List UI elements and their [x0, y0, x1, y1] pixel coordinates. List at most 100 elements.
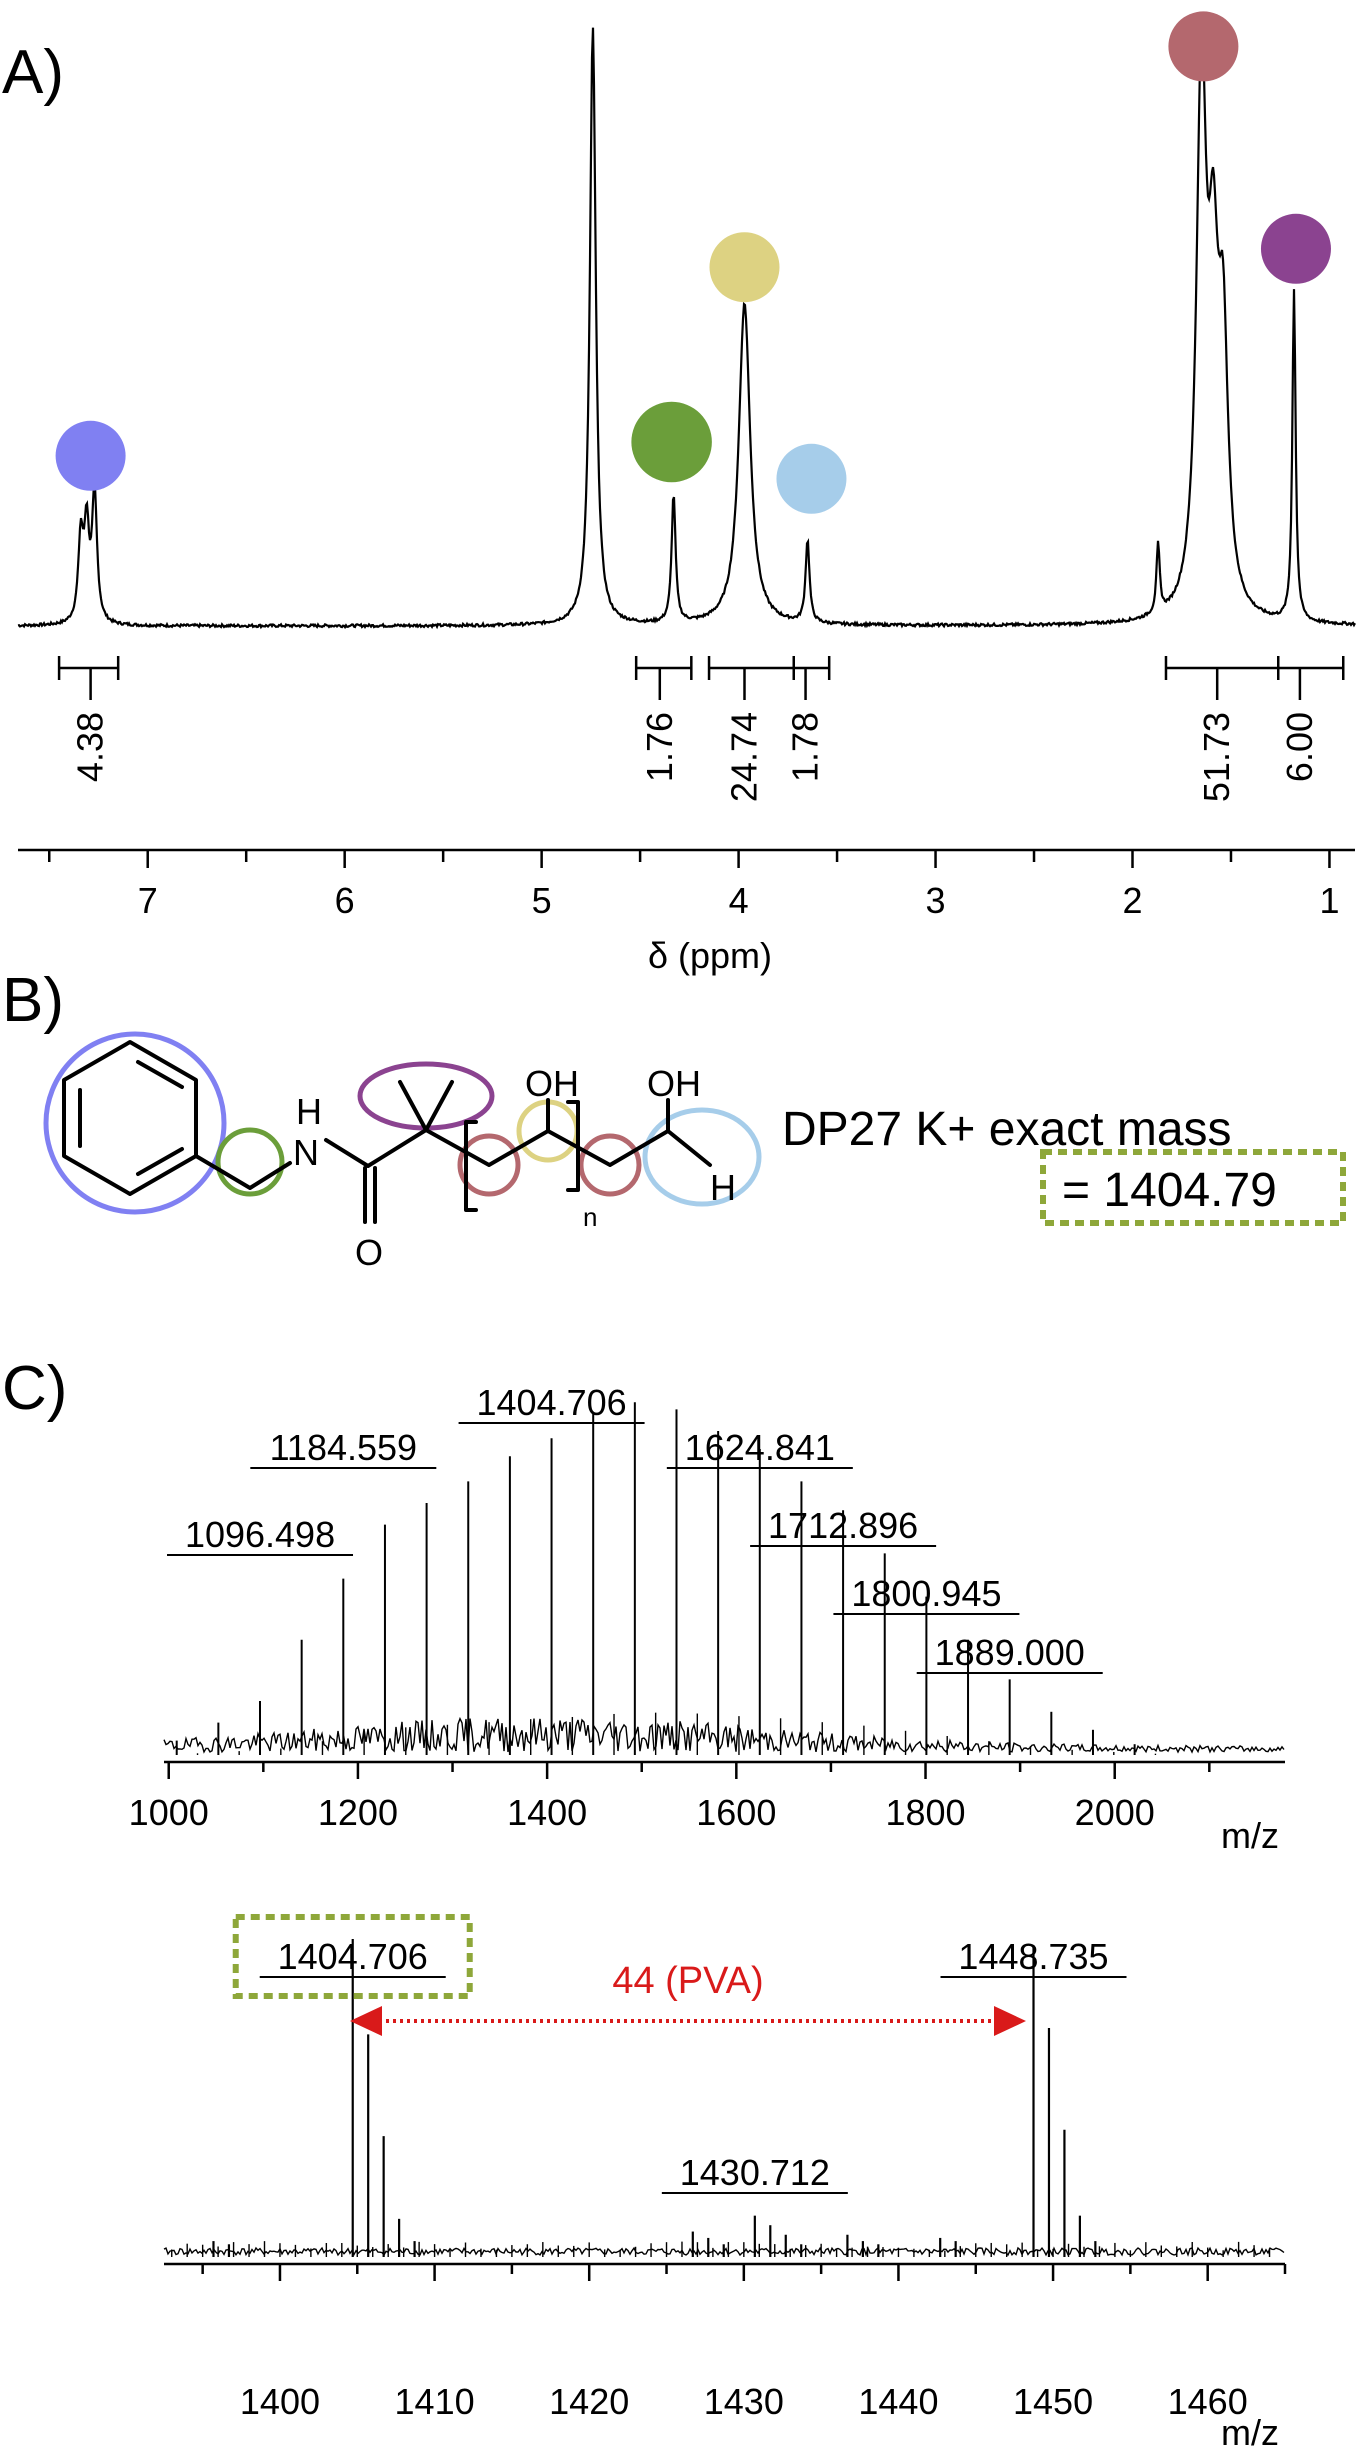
nmr-tick-label-4: 4: [729, 880, 749, 921]
marker-ch-oh: [709, 232, 780, 303]
highlight-phenyl: [43, 1031, 227, 1215]
ms-overview-tick-label-1000: 1000: [129, 1792, 209, 1833]
integral-label-3: 1.78: [785, 712, 826, 782]
ms-zoom-tick-label-1410: 1410: [395, 2381, 475, 2422]
amide-h-label: H: [296, 1091, 322, 1132]
ms-zoom-peaks: [171, 1939, 1271, 2257]
ms-zoom-x-axis-label: m/z: [1221, 2412, 1279, 2449]
integral-label-5: 6.00: [1279, 712, 1320, 782]
marker-backbone-ch2: [1168, 11, 1239, 82]
ms-zoom-chart: 1404.706 1430.712 1448.735 1400 1410 1420 143…: [163, 1914, 1287, 2449]
nmr-spectrum-chart: 4.38 1.76 24.74 1.78 51.73 6.00 7 6 5 4 3 2 1 δ (pp…: [17, 11, 1356, 976]
svg-text:1624.841: 1624.841: [685, 1427, 835, 1468]
integral-1: 1.76: [634, 656, 693, 782]
ms-overview-peak-labels: 1096.498 1184.559 1404.706 1624.841 1712.896…: [167, 1382, 1103, 1674]
exact-mass-box: [1040, 1149, 1346, 1226]
ms-overview-x-axis-label: m/z: [1221, 1815, 1279, 1856]
highlight-ch2-2: [578, 1133, 642, 1197]
marker-benzylic-ch2: [631, 401, 712, 483]
integral-3: 1.78: [785, 656, 831, 782]
ms-zoom-tick-label-1400: 1400: [240, 2381, 320, 2422]
oh-label-2: OH: [647, 1063, 701, 1104]
ms-zoom-label-0: 1404.706: [232, 1914, 473, 1999]
benzene-double-3: [136, 1147, 184, 1176]
structure-labels: H N O OH OH H n DP27 K+ exact mass = 140…: [293, 1063, 1346, 1273]
integral-label-2: 24.74: [723, 712, 764, 802]
svg-text:1889.000: 1889.000: [935, 1632, 1085, 1673]
ms-overview-noise: [163, 1716, 1285, 1754]
ms-overview-x-ticks: 1000 1200 1400 1600 1800 2000: [129, 1762, 1211, 1833]
repeat-n-label: n: [583, 1202, 597, 1232]
ms-overview-label-0: 1096.498: [167, 1514, 354, 1556]
chemical-structure: [43, 1031, 762, 1224]
integral-label-1: 1.76: [639, 712, 680, 782]
pva-annotation: 44 (PVA): [612, 1960, 763, 2002]
exact-mass-value: = 1404.79: [1062, 1164, 1277, 1217]
nmr-tick-label-6: 6: [335, 880, 355, 921]
integral-label-4: 51.73: [1196, 712, 1237, 802]
nmr-tick-label-1: 1: [1319, 880, 1339, 921]
ms-zoom-label-1: 1430.712: [661, 2152, 848, 2194]
ms-zoom-label-box: [232, 1914, 473, 1999]
ms-overview-tick-label-1200: 1200: [318, 1792, 398, 1833]
svg-text:1712.896: 1712.896: [768, 1505, 918, 1546]
nmr-tick-label-5: 5: [532, 880, 552, 921]
highlight-ch2oh: [642, 1107, 762, 1207]
highlight-dimethyl: [357, 1061, 495, 1131]
ms-zoom-x-ticks: 1400 1410 1420 1430 1440 1450 1460: [201, 2264, 1287, 2422]
ms-overview-label-5: 1800.945: [833, 1573, 1020, 1615]
panel-label-b: B): [2, 966, 64, 1035]
marker-ch2oh: [776, 443, 847, 514]
nmr-trace: [17, 20, 1356, 630]
panel-label-a: A): [2, 38, 64, 107]
benzene-double-1: [136, 1060, 184, 1089]
highlight-benzylic: [215, 1127, 285, 1197]
nmr-integrals: 4.38 1.76 24.74 1.78 51.73 6.00: [57, 656, 1345, 802]
ms-zoom-tick-label-1440: 1440: [858, 2381, 938, 2422]
ms-overview-chart: 1096.498 1184.559 1404.706 1624.841 1712.896…: [129, 1382, 1285, 1856]
ms-zoom-tick-label-1430: 1430: [704, 2381, 784, 2422]
nmr-peak-markers: [55, 11, 1331, 514]
carbonyl-o-label: O: [355, 1232, 383, 1273]
integral-5: 6.00: [1276, 656, 1345, 782]
svg-text:1096.498: 1096.498: [185, 1514, 335, 1555]
highlight-ch2-1: [457, 1133, 521, 1197]
ms-overview-tick-label-2000: 2000: [1075, 1792, 1155, 1833]
bracket-left: [464, 1120, 478, 1212]
ms-overview-label-6: 1889.000: [916, 1632, 1103, 1674]
marker-phenyl: [55, 420, 126, 491]
benzene-ring: [62, 1040, 198, 1196]
ms-zoom-label-2: 1448.735: [940, 1936, 1127, 1978]
oh-label-1: OH: [525, 1063, 579, 1104]
svg-text:1184.559: 1184.559: [270, 1427, 417, 1468]
terminal-h-label: H: [710, 1167, 736, 1208]
integral-4: 51.73: [1164, 656, 1280, 802]
ms-overview-label-2: 1404.706: [458, 1382, 645, 1424]
nmr-x-axis-label: δ (ppm): [648, 935, 772, 976]
panel-label-c: C): [2, 1354, 67, 1423]
integral-0: 4.38: [57, 656, 120, 782]
nmr-x-ticks: 7 6 5 4 3 2 1: [47, 850, 1339, 921]
ms-overview-label-1: 1184.559: [250, 1427, 437, 1469]
svg-text:1404.706: 1404.706: [477, 1382, 627, 1423]
amide-n-label: N: [293, 1132, 319, 1173]
ms-zoom-tick-label-1460: 1460: [1168, 2381, 1248, 2422]
svg-text:1448.735: 1448.735: [958, 1936, 1108, 1977]
ms-overview-tick-label-1800: 1800: [885, 1792, 965, 1833]
ms-zoom-tick-label-1420: 1420: [549, 2381, 629, 2422]
ms-overview-tick-label-1600: 1600: [696, 1792, 776, 1833]
pva-arrow-head-right: [994, 2006, 1026, 2036]
methyl-bond-1: [398, 1080, 428, 1132]
chain-bonds: [194, 1154, 292, 1190]
nmr-tick-label-7: 7: [138, 880, 158, 921]
svg-text:1800.945: 1800.945: [851, 1573, 1001, 1614]
svg-text:1404.706: 1404.706: [278, 1936, 428, 1977]
exact-mass-label: DP27 K+ exact mass: [782, 1103, 1232, 1156]
bracket-right: [566, 1100, 580, 1192]
pva-arrow-head-left: [350, 2006, 382, 2036]
integral-2: 24.74: [707, 656, 795, 802]
ms-overview-label-4: 1712.896: [750, 1505, 937, 1547]
ms-zoom-tick-label-1450: 1450: [1013, 2381, 1093, 2422]
ms-overview-label-3: 1624.841: [666, 1427, 853, 1469]
